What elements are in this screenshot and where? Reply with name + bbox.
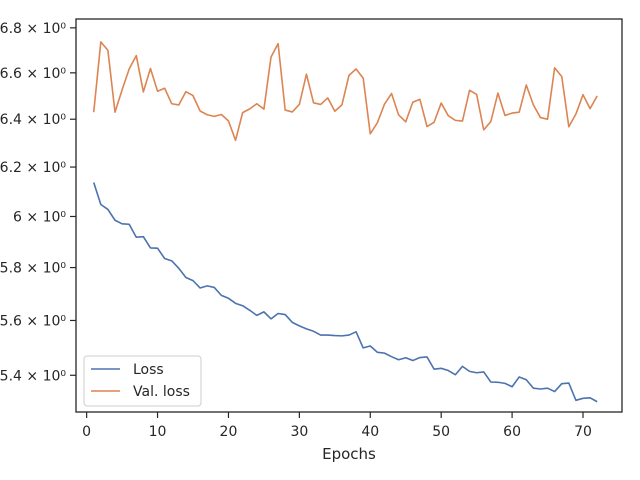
legend-loss-label: Loss — [133, 362, 164, 378]
y-tick-label: 5.4 × 10⁰ — [0, 368, 66, 384]
series-lines — [92, 41, 598, 403]
x-tick-label: 10 — [149, 424, 167, 440]
x-tick-label: 50 — [432, 424, 450, 440]
x-tick-label: 60 — [503, 424, 521, 440]
legend-val-loss-label: Val. loss — [133, 384, 190, 400]
x-axis-label: Epochs — [322, 445, 376, 463]
y-tick-label: 6.2 × 10⁰ — [0, 160, 66, 176]
series-line-val-loss — [92, 41, 598, 142]
x-tick-label: 40 — [361, 424, 379, 440]
x-tick-label: 20 — [220, 424, 238, 440]
y-tick-label: 6.6 × 10⁰ — [0, 66, 66, 82]
y-tick-label: 5.8 × 10⁰ — [0, 261, 66, 277]
y-tick-label: 5.6 × 10⁰ — [0, 313, 66, 329]
y-tick-label: 6.8 × 10⁰ — [0, 21, 66, 37]
y-tick-label: 6 × 10⁰ — [13, 209, 66, 225]
x-tick-label: 70 — [574, 424, 592, 440]
legend: Loss Val. loss — [83, 355, 202, 407]
x-axis-ticks: 0 10 20 30 40 50 60 70 — [82, 412, 592, 440]
y-axis-ticks: 5.4 × 10⁰ 5.6 × 10⁰ 5.8 × 10⁰ 6 × 10⁰ 6.2 × … — [0, 21, 76, 384]
series-line-loss — [92, 182, 598, 403]
x-tick-label: 0 — [82, 424, 91, 440]
x-tick-label: 30 — [290, 424, 308, 440]
y-tick-label: 6.4 × 10⁰ — [0, 112, 66, 128]
plot-area-frame — [75, 18, 623, 413]
